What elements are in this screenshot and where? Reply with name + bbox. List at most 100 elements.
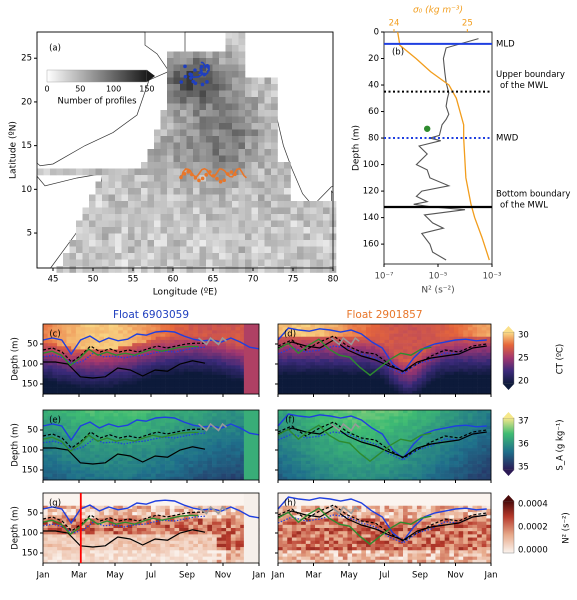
y-tick-label: 60 xyxy=(368,107,379,117)
section-cell xyxy=(174,330,180,334)
section-cell xyxy=(333,457,339,462)
density-cell xyxy=(82,227,90,234)
section-cell xyxy=(444,429,450,433)
section-cell xyxy=(333,413,339,417)
section-cell xyxy=(174,352,180,357)
section-cell xyxy=(412,378,418,382)
section-cell xyxy=(151,467,156,471)
section-cell xyxy=(104,454,110,459)
section-cell xyxy=(347,460,353,465)
section-cell xyxy=(430,359,436,363)
section-cell xyxy=(389,349,395,353)
density-cell xyxy=(147,220,155,228)
section-cell xyxy=(169,476,175,481)
section-cell xyxy=(379,451,385,455)
section-cell xyxy=(278,368,283,373)
density-cell xyxy=(108,201,116,208)
section-cell xyxy=(352,368,358,373)
section-cell xyxy=(169,470,175,474)
section-cell xyxy=(440,368,445,373)
section-cell xyxy=(365,425,371,430)
density-cell xyxy=(63,266,70,273)
section-cell xyxy=(449,419,455,424)
section-cell xyxy=(407,476,413,481)
section-cell xyxy=(221,333,227,338)
density-cell xyxy=(238,77,246,85)
section-cell xyxy=(235,422,241,427)
section-cell xyxy=(61,330,67,334)
section-cell xyxy=(94,460,100,465)
section-cell xyxy=(122,333,128,338)
density-cell xyxy=(206,266,213,273)
section-cell xyxy=(132,476,138,481)
section-cell xyxy=(310,327,316,331)
section-cell xyxy=(122,476,128,481)
density-cell xyxy=(277,168,285,176)
section-cell xyxy=(230,381,236,385)
section-cell xyxy=(226,365,232,369)
section-cell xyxy=(104,327,110,331)
section-cell xyxy=(426,448,432,452)
section-cell xyxy=(188,451,194,455)
density-cell xyxy=(167,155,174,163)
density-cell xyxy=(323,207,330,215)
section-cell xyxy=(315,349,320,353)
density-cell xyxy=(258,90,265,98)
section-cell xyxy=(141,441,147,446)
section-cell xyxy=(398,381,404,385)
section-cell xyxy=(85,419,91,424)
section-cell xyxy=(477,349,483,353)
section-cell xyxy=(226,371,232,376)
section-cell xyxy=(132,390,138,395)
section-cell xyxy=(301,467,307,471)
section-cell xyxy=(108,413,114,417)
density-cell xyxy=(310,201,317,208)
section-cell xyxy=(155,476,161,481)
section-cell xyxy=(94,448,100,452)
section-cell xyxy=(230,355,236,360)
section-cell xyxy=(66,371,72,376)
section-cell xyxy=(89,330,95,334)
section-cell xyxy=(342,416,348,420)
section-cell xyxy=(435,359,441,363)
section-cell xyxy=(296,336,302,341)
density-cell xyxy=(284,253,291,260)
section-cell xyxy=(375,371,381,376)
section-cell xyxy=(43,346,48,350)
section-cell xyxy=(71,384,77,388)
section-cell xyxy=(71,343,77,347)
section-cell xyxy=(430,454,436,459)
section-cell xyxy=(282,422,288,427)
density-cell xyxy=(206,181,213,189)
section-cell xyxy=(160,333,166,338)
section-cell xyxy=(291,343,297,347)
section-cell xyxy=(47,460,53,465)
section-cell xyxy=(71,419,77,424)
section-cell xyxy=(477,378,483,382)
section-cell xyxy=(183,438,189,443)
section-cell xyxy=(412,339,418,344)
section-cell xyxy=(207,432,213,436)
section-cell xyxy=(174,416,180,420)
section-cell xyxy=(426,368,432,373)
section-cell xyxy=(333,355,339,360)
section-cell xyxy=(85,387,91,392)
density-cell xyxy=(271,168,278,176)
section-cell xyxy=(467,336,473,341)
section-cell xyxy=(165,368,171,373)
density-cell xyxy=(277,246,285,254)
density-cell xyxy=(199,77,207,85)
section-cell xyxy=(449,429,455,433)
section-cell xyxy=(207,384,213,388)
section-cell xyxy=(71,387,77,392)
section-cell xyxy=(235,368,241,373)
density-cell xyxy=(232,175,239,182)
density-cell xyxy=(271,84,278,91)
density-cell xyxy=(232,123,239,130)
section-cell xyxy=(61,349,67,353)
density-cell xyxy=(258,207,265,215)
section-cell xyxy=(108,457,114,462)
section-cell xyxy=(89,355,95,360)
section-cell xyxy=(104,384,110,388)
section-cell xyxy=(296,413,302,417)
